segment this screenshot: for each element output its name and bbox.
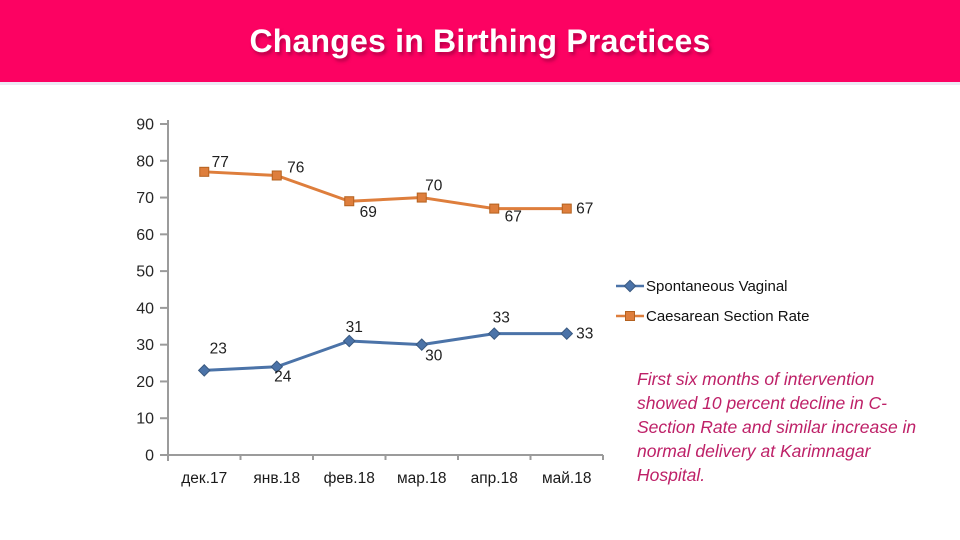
svg-text:67: 67 <box>576 201 593 218</box>
svg-text:май.18: май.18 <box>542 470 591 487</box>
svg-text:90: 90 <box>136 117 154 134</box>
svg-text:69: 69 <box>360 204 377 221</box>
line-chart: 0 10 20 30 40 50 60 70 80 90 дек.17 янв.18 фев.18 мар… <box>136 117 604 487</box>
diamond-marker-icon <box>616 279 644 293</box>
page-title: Changes in Birthing Practices <box>249 22 711 59</box>
svg-text:20: 20 <box>136 374 154 391</box>
svg-text:67: 67 <box>505 209 522 226</box>
svg-text:76: 76 <box>287 159 304 176</box>
svg-text:мар.18: мар.18 <box>397 470 446 487</box>
square-marker-icon <box>616 311 644 321</box>
svg-text:33: 33 <box>576 326 593 343</box>
annotation-text: First six months of intervention showed … <box>637 369 917 485</box>
svg-text:23: 23 <box>210 340 227 357</box>
svg-text:10: 10 <box>136 411 154 428</box>
svg-text:31: 31 <box>346 319 363 336</box>
svg-text:0: 0 <box>145 448 154 465</box>
svg-text:дек.17: дек.17 <box>181 470 227 487</box>
legend-label: Spontaneous Vaginal <box>646 277 788 295</box>
svg-text:80: 80 <box>136 153 154 170</box>
chart-legend: Spontaneous Vaginal Caesarean Section Ra… <box>616 271 809 331</box>
svg-text:30: 30 <box>136 337 154 354</box>
svg-text:фев.18: фев.18 <box>324 470 375 487</box>
svg-text:янв.18: янв.18 <box>253 470 300 487</box>
legend-item-caesarean-section-rate: Caesarean Section Rate <box>616 301 809 331</box>
svg-text:24: 24 <box>274 369 292 386</box>
svg-text:33: 33 <box>493 310 510 327</box>
title-banner: Changes in Birthing Practices <box>0 0 960 85</box>
svg-text:апр.18: апр.18 <box>471 470 518 487</box>
svg-text:70: 70 <box>425 178 443 195</box>
chart-area: 0 10 20 30 40 50 60 70 80 90 дек.17 янв.18 фев.18 мар… <box>0 85 960 540</box>
svg-text:60: 60 <box>136 227 154 244</box>
svg-text:70: 70 <box>136 190 154 207</box>
svg-text:30: 30 <box>425 348 443 365</box>
legend-item-spontaneous-vaginal: Spontaneous Vaginal <box>616 271 809 301</box>
svg-text:77: 77 <box>212 154 229 171</box>
svg-text:50: 50 <box>136 264 154 281</box>
legend-label: Caesarean Section Rate <box>646 307 810 325</box>
svg-text:40: 40 <box>136 300 154 317</box>
